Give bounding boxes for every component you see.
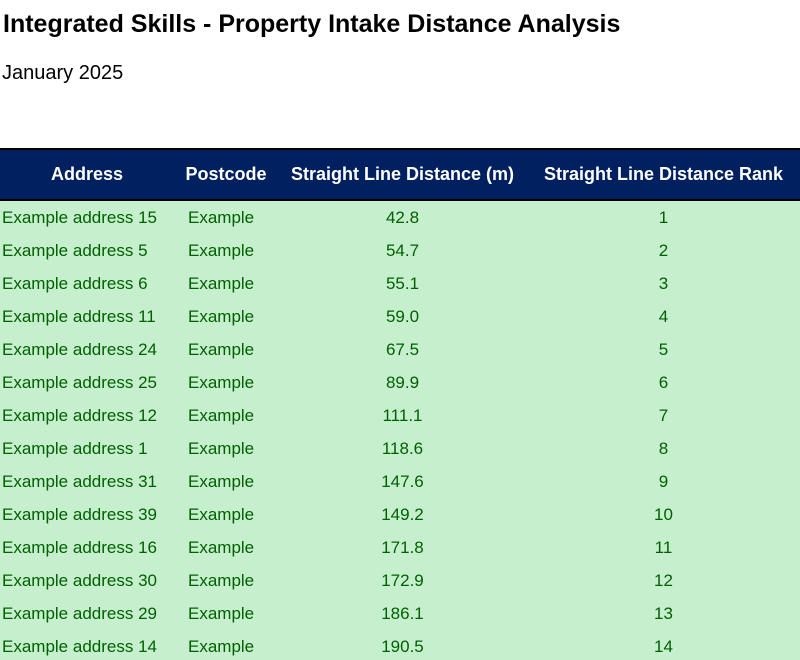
report-date: January 2025 bbox=[2, 62, 124, 84]
distance-cell[interactable]: 172.9 bbox=[278, 564, 527, 597]
header-rank[interactable]: Straight Line Distance Rank bbox=[527, 148, 800, 201]
distance-cell[interactable]: 42.8 bbox=[278, 200, 527, 234]
header-address[interactable]: Address bbox=[0, 148, 174, 201]
address-cell[interactable]: Example address 14 bbox=[0, 630, 174, 660]
rank-cell[interactable]: 9 bbox=[527, 465, 800, 498]
table-row: Example address 29 Example 186.1 13 bbox=[0, 597, 800, 630]
postcode-cell[interactable]: Example bbox=[174, 498, 278, 531]
rank-cell[interactable]: 12 bbox=[527, 564, 800, 597]
address-cell[interactable]: Example address 30 bbox=[0, 564, 174, 597]
postcode-cell[interactable]: Example bbox=[174, 630, 278, 660]
address-cell[interactable]: Example address 16 bbox=[0, 531, 174, 564]
rank-cell[interactable]: 13 bbox=[527, 597, 800, 630]
table-row: Example address 15 Example 42.8 1 bbox=[0, 200, 800, 234]
postcode-cell[interactable]: Example bbox=[174, 432, 278, 465]
rank-cell[interactable]: 6 bbox=[527, 366, 800, 399]
distance-cell[interactable]: 67.5 bbox=[278, 333, 527, 366]
distance-cell[interactable]: 59.0 bbox=[278, 300, 527, 333]
postcode-cell[interactable]: Example bbox=[174, 564, 278, 597]
table-row: Example address 5 Example 54.7 2 bbox=[0, 234, 800, 267]
distance-cell[interactable]: 190.5 bbox=[278, 630, 527, 660]
table-row: Example address 31 Example 147.6 9 bbox=[0, 465, 800, 498]
address-cell[interactable]: Example address 39 bbox=[0, 498, 174, 531]
postcode-cell[interactable]: Example bbox=[174, 597, 278, 630]
table-row: Example address 11 Example 59.0 4 bbox=[0, 300, 800, 333]
postcode-cell[interactable]: Example bbox=[174, 267, 278, 300]
postcode-cell[interactable]: Example bbox=[174, 366, 278, 399]
rank-cell[interactable]: 4 bbox=[527, 300, 800, 333]
postcode-cell[interactable]: Example bbox=[174, 200, 278, 234]
postcode-cell[interactable]: Example bbox=[174, 531, 278, 564]
rank-cell[interactable]: 10 bbox=[527, 498, 800, 531]
rank-cell[interactable]: 7 bbox=[527, 399, 800, 432]
table-row: Example address 6 Example 55.1 3 bbox=[0, 267, 800, 300]
postcode-cell[interactable]: Example bbox=[174, 465, 278, 498]
address-cell[interactable]: Example address 31 bbox=[0, 465, 174, 498]
postcode-cell[interactable]: Example bbox=[174, 399, 278, 432]
header-distance[interactable]: Straight Line Distance (m) bbox=[278, 148, 527, 201]
rank-cell[interactable]: 3 bbox=[527, 267, 800, 300]
table-row: Example address 1 Example 118.6 8 bbox=[0, 432, 800, 465]
postcode-cell[interactable]: Example bbox=[174, 333, 278, 366]
table-row: Example address 39 Example 149.2 10 bbox=[0, 498, 800, 531]
rank-cell[interactable]: 2 bbox=[527, 234, 800, 267]
table-row: Example address 12 Example 111.1 7 bbox=[0, 399, 800, 432]
address-cell[interactable]: Example address 1 bbox=[0, 432, 174, 465]
table-row: Example address 14 Example 190.5 14 bbox=[0, 630, 800, 660]
distance-cell[interactable]: 55.1 bbox=[278, 267, 527, 300]
table-row: Example address 24 Example 67.5 5 bbox=[0, 333, 800, 366]
distance-cell[interactable]: 147.6 bbox=[278, 465, 527, 498]
address-cell[interactable]: Example address 25 bbox=[0, 366, 174, 399]
address-cell[interactable]: Example address 12 bbox=[0, 399, 174, 432]
rank-cell[interactable]: 5 bbox=[527, 333, 800, 366]
postcode-cell[interactable]: Example bbox=[174, 234, 278, 267]
address-cell[interactable]: Example address 6 bbox=[0, 267, 174, 300]
table-row: Example address 25 Example 89.9 6 bbox=[0, 366, 800, 399]
address-cell[interactable]: Example address 5 bbox=[0, 234, 174, 267]
distance-table: Address Postcode Straight Line Distance … bbox=[0, 148, 800, 660]
postcode-cell[interactable]: Example bbox=[174, 300, 278, 333]
distance-cell[interactable]: 186.1 bbox=[278, 597, 527, 630]
distance-cell[interactable]: 54.7 bbox=[278, 234, 527, 267]
address-cell[interactable]: Example address 24 bbox=[0, 333, 174, 366]
rank-cell[interactable]: 14 bbox=[527, 630, 800, 660]
rank-cell[interactable]: 8 bbox=[527, 432, 800, 465]
table-row: Example address 16 Example 171.8 11 bbox=[0, 531, 800, 564]
distance-cell[interactable]: 149.2 bbox=[278, 498, 527, 531]
distance-cell[interactable]: 111.1 bbox=[278, 399, 527, 432]
address-cell[interactable]: Example address 15 bbox=[0, 200, 174, 234]
page-title: Integrated Skills - Property Intake Dist… bbox=[3, 10, 621, 38]
table-row: Example address 30 Example 172.9 12 bbox=[0, 564, 800, 597]
table-body: Example address 15 Example 42.8 1 Example ad… bbox=[0, 200, 800, 660]
rank-cell[interactable]: 1 bbox=[527, 200, 800, 234]
header-postcode[interactable]: Postcode bbox=[174, 148, 278, 201]
distance-cell[interactable]: 171.8 bbox=[278, 531, 527, 564]
address-cell[interactable]: Example address 11 bbox=[0, 300, 174, 333]
distance-cell[interactable]: 118.6 bbox=[278, 432, 527, 465]
distance-cell[interactable]: 89.9 bbox=[278, 366, 527, 399]
address-cell[interactable]: Example address 29 bbox=[0, 597, 174, 630]
rank-cell[interactable]: 11 bbox=[527, 531, 800, 564]
table-header-row: Address Postcode Straight Line Distance … bbox=[0, 148, 800, 201]
